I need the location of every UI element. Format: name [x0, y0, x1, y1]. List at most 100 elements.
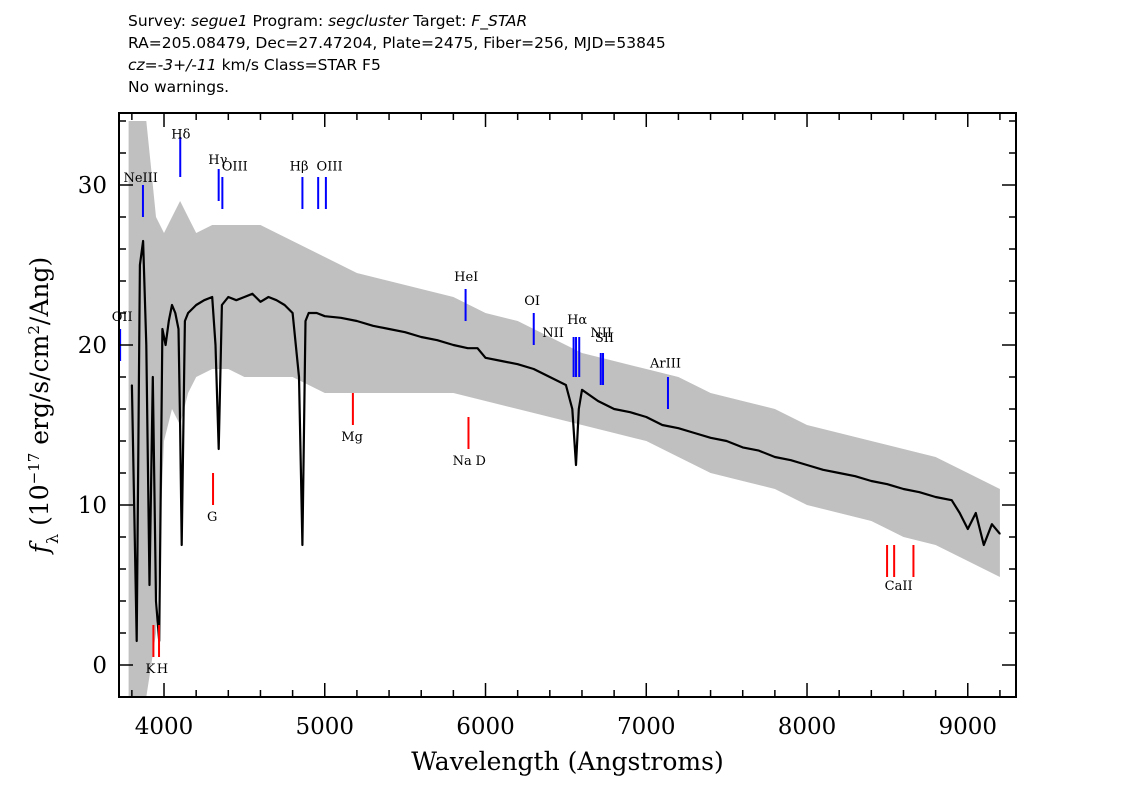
spectrum-point — [958, 512, 961, 514]
x-tick-label: 8000 — [778, 714, 837, 740]
spectrum-point — [152, 376, 154, 378]
x-tick-label: 5000 — [295, 714, 354, 740]
spectrum-point — [575, 464, 577, 466]
ylabel-exponent: −17 — [25, 453, 43, 485]
spectrum-point — [420, 336, 423, 338]
emission-line-label: Hδ — [171, 128, 190, 143]
emission-line-label: NII — [542, 326, 564, 341]
header-segment: Survey: — [128, 12, 191, 30]
axis-ticks — [119, 113, 1016, 698]
x-tick-label: 9000 — [939, 714, 998, 740]
spectrum-point — [315, 312, 318, 314]
spectrum-point — [283, 304, 286, 306]
spectrum-point — [950, 499, 953, 502]
spectrum-point — [581, 389, 583, 391]
spectrum-point — [578, 408, 580, 410]
spectrum-point — [571, 408, 574, 410]
spectrum-point — [476, 347, 479, 350]
spectrum-point — [307, 312, 310, 314]
spectrum-point — [661, 424, 664, 426]
spectrum-point — [267, 296, 270, 298]
spectrum-point — [184, 320, 186, 322]
spectrum-point — [918, 491, 921, 494]
x-axis-title: Wavelength (Angstroms) — [411, 747, 723, 776]
spectrum-point — [404, 331, 406, 334]
spectrum-point — [251, 293, 254, 295]
spectrum-point — [532, 368, 535, 370]
spectrum-point — [145, 344, 148, 346]
spectrum-point — [758, 449, 760, 452]
axis-tick-labels: 4000 5000 6000 7000 8000 9000 0 10 20 30 — [78, 173, 997, 740]
spectrum-point — [155, 600, 157, 602]
spectrum-point — [356, 320, 358, 322]
spectrum-point — [388, 328, 390, 330]
emission-line-label: NeIII — [123, 171, 157, 186]
spectrum-point — [629, 411, 631, 414]
emission-line-label: OI — [524, 294, 540, 309]
absorption-line-label: CaII — [885, 579, 913, 594]
spectrum-point — [467, 347, 469, 350]
spectrum-point — [142, 240, 144, 242]
spectrum-point — [195, 304, 197, 306]
emission-line-label: Hγ — [208, 153, 227, 168]
spectrum-point — [806, 464, 808, 466]
absorption-line-label: Mg — [341, 430, 363, 445]
spectrum-point — [221, 304, 223, 306]
spectrum-point — [967, 528, 969, 530]
spectrum-point — [148, 584, 151, 586]
spectrum-point — [741, 446, 744, 449]
ylabel-symbol: f — [25, 540, 54, 555]
spectrum-point — [597, 400, 599, 402]
spectrum-point — [693, 432, 696, 434]
spectrum-point — [452, 344, 455, 346]
spectrum-point — [983, 544, 985, 546]
spectrum-point — [999, 533, 1001, 535]
header-segment: km/s Class=STAR F5 — [216, 56, 381, 74]
emission-line-label: NII — [590, 326, 612, 341]
header-segment: cz=-3+/-11 — [128, 56, 217, 74]
emission-line-label: HeI — [454, 270, 478, 285]
spectrum-point — [227, 296, 230, 298]
spectrum-point — [549, 376, 551, 378]
absorption-line-label: K — [145, 662, 155, 677]
emission-line-label: OIII — [222, 160, 248, 175]
spectrum-point — [870, 480, 873, 482]
spectrum-point — [259, 301, 262, 303]
spectrum-point — [902, 488, 905, 490]
y-tick-label: 0 — [92, 653, 107, 679]
spectrum-header: Survey: segue1 Program: segcluster Targe… — [128, 10, 1028, 98]
spectrum-point — [214, 344, 217, 346]
spectrum-point — [838, 472, 840, 474]
spectrum-point — [565, 384, 567, 386]
ylabel-exponent2: 2 — [25, 325, 43, 335]
spectrum-point — [177, 328, 180, 330]
y-tick-label: 30 — [78, 173, 107, 199]
absorption-line-label: H — [157, 662, 168, 677]
spectrum-point — [304, 320, 307, 322]
error-band-layer — [128, 121, 1000, 697]
spectrum-point — [645, 416, 648, 418]
spectrum-point — [298, 376, 300, 378]
emission-line-label: Hβ — [290, 160, 309, 175]
spectrum-point — [164, 344, 167, 346]
spectrum-point — [854, 475, 856, 478]
emission-line-label: Hα — [567, 313, 587, 328]
spectrum-point — [243, 296, 246, 298]
header-line-survey: Survey: segue1 Program: segcluster Targe… — [128, 10, 1028, 32]
header-segment: Target: — [408, 12, 472, 30]
spectrum-point — [301, 544, 304, 546]
absorption-line-label: Na — [453, 454, 472, 469]
spectrum-point — [436, 339, 439, 342]
emission-line-label: ArIII — [649, 356, 681, 371]
spectrum-point — [324, 315, 326, 318]
spectrum-point — [135, 640, 138, 642]
spectrum-point — [217, 448, 220, 450]
spectrum-point — [211, 296, 213, 298]
spectrum-point — [991, 523, 993, 525]
spectrum-point — [187, 312, 189, 314]
ylabel-prefix: (10 — [25, 484, 54, 534]
spectrum-point — [934, 496, 937, 498]
spectrum-point — [174, 312, 177, 314]
spectrum-point — [790, 459, 792, 462]
